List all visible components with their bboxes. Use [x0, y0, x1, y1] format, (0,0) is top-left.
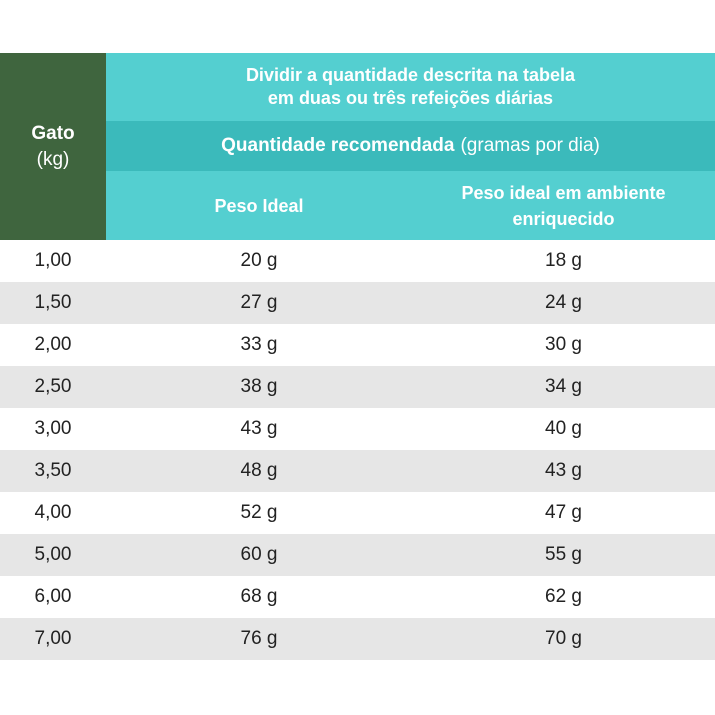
weight-cell: 2,00	[34, 334, 72, 355]
weight-cell: 1,00	[34, 250, 72, 271]
gato-column-header: Gato (kg)	[0, 53, 106, 240]
table-body: 1,00 20 g 18 g 1,50 27 g 24 g 2,00 33 g 30 g 2,50…	[0, 240, 715, 660]
table-row: 3,00 43 g 40 g	[0, 408, 715, 450]
column-header-enriched: Peso ideal em ambiente enriquecido	[412, 171, 715, 240]
table-row: 2,50 38 g 34 g	[0, 366, 715, 408]
table-row: 7,00 76 g 70 g	[0, 618, 715, 660]
instruction-line-1: Dividir a quantidade descrita na tabela	[245, 65, 576, 85]
enriched-weight-cell: 34 g	[545, 376, 582, 397]
column-header-enriched-line-1: Peso ideal em ambiente	[461, 182, 666, 203]
quantity-banner: Quantidade recomendada (gramas por dia)	[106, 121, 715, 171]
gato-label: Gato	[31, 122, 75, 144]
enriched-weight-cell: 18 g	[545, 250, 582, 271]
weight-cell: 7,00	[34, 628, 72, 649]
ideal-weight-cell: 60 g	[240, 544, 278, 565]
weight-cell: 6,00	[34, 586, 72, 607]
quantity-title: Quantidade recomendada	[221, 135, 455, 156]
weight-cell: 5,00	[34, 544, 72, 565]
weight-cell: 4,00	[34, 502, 72, 523]
enriched-weight-cell: 47 g	[545, 502, 582, 523]
column-header-ideal: Peso Ideal	[214, 195, 304, 216]
table-row: 1,50 27 g 24 g	[0, 282, 715, 324]
instruction-banner: Dividir a quantidade descrita na tabela …	[106, 53, 715, 121]
table-row: 4,00 52 g 47 g	[0, 492, 715, 534]
ideal-weight-cell: 52 g	[240, 502, 278, 523]
ideal-weight-cell: 33 g	[240, 334, 278, 355]
enriched-weight-cell: 30 g	[545, 334, 582, 355]
weight-cell: 2,50	[34, 376, 72, 397]
table-row: 1,00 20 g 18 g	[0, 240, 715, 282]
table-row: 3,50 48 g 43 g	[0, 450, 715, 492]
ideal-weight-cell: 43 g	[240, 418, 278, 439]
enriched-weight-cell: 40 g	[545, 418, 582, 439]
weight-cell: 3,50	[34, 460, 72, 481]
enriched-weight-cell: 70 g	[545, 628, 582, 649]
table-row: 6,00 68 g 62 g	[0, 576, 715, 618]
weight-cell: 1,50	[34, 292, 72, 313]
ideal-weight-cell: 20 g	[240, 250, 278, 271]
table-row: 2,00 33 g 30 g	[0, 324, 715, 366]
ideal-weight-cell: 27 g	[240, 292, 278, 313]
table-row: 5,00 60 g 55 g	[0, 534, 715, 576]
column-header-enriched-line-2: enriquecido	[512, 208, 615, 229]
instruction-line-2: em duas ou três refeições diárias	[267, 88, 554, 108]
enriched-weight-cell: 55 g	[545, 544, 582, 565]
column-headers: Peso Ideal Peso ideal em ambiente enriqu…	[106, 171, 715, 240]
enriched-weight-cell: 62 g	[545, 586, 582, 607]
ideal-weight-cell: 38 g	[240, 376, 278, 397]
weight-cell: 3,00	[34, 418, 72, 439]
enriched-weight-cell: 24 g	[545, 292, 582, 313]
feeding-table: Gato (kg) Dividir a quantidade descrita …	[0, 53, 715, 660]
quantity-unit: (gramas por dia)	[460, 135, 600, 156]
ideal-weight-cell: 76 g	[240, 628, 278, 649]
table-header: Gato (kg) Dividir a quantidade descrita …	[0, 53, 715, 240]
ideal-weight-cell: 68 g	[240, 586, 278, 607]
ideal-weight-cell: 48 g	[240, 460, 278, 481]
enriched-weight-cell: 43 g	[545, 460, 582, 481]
gato-unit: (kg)	[36, 148, 70, 170]
